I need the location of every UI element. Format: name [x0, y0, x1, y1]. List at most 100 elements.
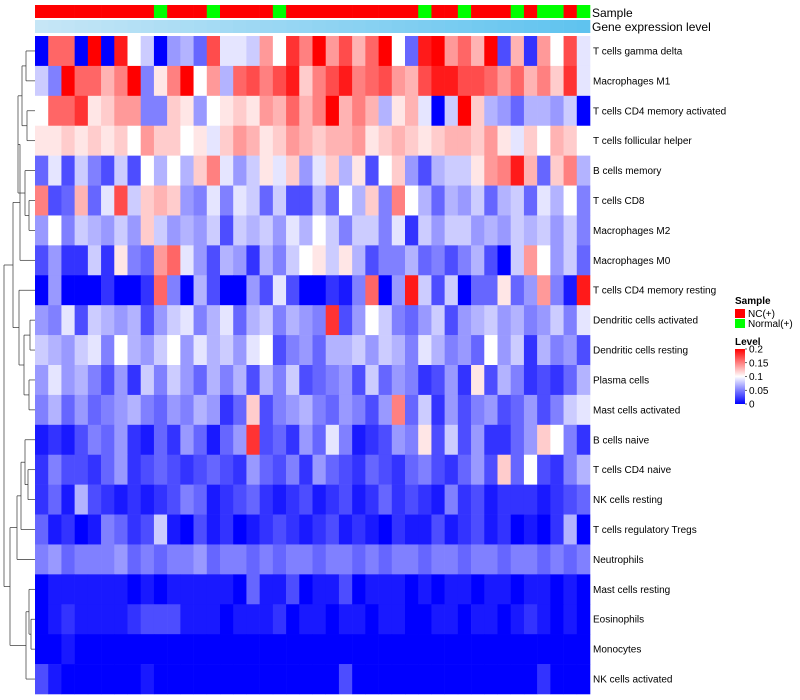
heatmap-cell [193, 305, 208, 336]
heatmap-cell [563, 215, 578, 246]
heatmap-cell [114, 215, 128, 246]
heatmap-cell [444, 394, 459, 426]
heatmap-cell [576, 95, 591, 127]
heatmap-cell [418, 305, 432, 336]
heatmap-cell [74, 574, 89, 605]
heatmap-cell [180, 125, 194, 156]
heatmap-cell [206, 604, 221, 635]
heatmap-cell [563, 36, 578, 67]
heatmap-cell [61, 394, 75, 426]
heatmap-cell [418, 95, 432, 127]
heatmap-cell [325, 275, 340, 306]
heatmap-cell [35, 245, 49, 276]
heatmap-cell [537, 454, 551, 485]
heatmap-cell [87, 335, 102, 366]
heatmap-cell [246, 335, 260, 366]
heatmap-cell [272, 95, 287, 127]
heatmap-cell [101, 544, 115, 575]
heatmap-cell [299, 424, 313, 456]
heatmap-cell [259, 454, 274, 485]
heatmap-cell [74, 424, 89, 456]
heatmap-cell [352, 484, 366, 515]
heatmap-cell [48, 454, 62, 485]
heatmap-cell [220, 484, 234, 515]
heatmap-cell [246, 125, 260, 156]
heatmap-cell [523, 65, 538, 97]
heatmap-cell [272, 484, 287, 515]
heatmap-cell [193, 65, 208, 97]
heatmap-cell [87, 185, 102, 216]
heatmap-cell [167, 394, 181, 426]
heatmap-cell [233, 335, 247, 366]
heatmap-cell [418, 664, 432, 695]
heatmap-cell [365, 365, 379, 396]
gene-expression-annotation-cell [325, 20, 340, 33]
heatmap-cell [286, 335, 300, 366]
heatmap-cell [299, 245, 313, 276]
heatmap-cell [378, 65, 393, 97]
heatmap-cell [365, 36, 379, 67]
heatmap-cell [576, 155, 591, 186]
heatmap-cell [167, 514, 181, 545]
heatmap-cell [35, 215, 49, 246]
heatmap-cell [35, 514, 49, 545]
legend-level-title: Level [735, 337, 761, 348]
heatmap-cell [510, 544, 525, 575]
heatmap-cell [457, 215, 472, 246]
row-label: Monocytes [593, 645, 641, 656]
heatmap-cell [352, 664, 366, 695]
heatmap-cell [325, 634, 340, 665]
heatmap-cell [74, 65, 89, 97]
heatmap-cell [233, 424, 247, 456]
heatmap-cell [537, 305, 551, 336]
heatmap-cell [457, 36, 472, 67]
heatmap-cell [61, 365, 75, 396]
heatmap-cell [206, 305, 221, 336]
heatmap-cell [87, 574, 102, 605]
heatmap-cell [378, 36, 393, 67]
gene-expression-annotation-cell [286, 20, 300, 33]
heatmap-cell [365, 454, 379, 485]
heatmap-cell [272, 634, 287, 665]
heatmap-cell [286, 634, 300, 665]
heatmap-cell [471, 394, 485, 426]
heatmap-cell [497, 125, 512, 156]
heatmap-cell [537, 245, 551, 276]
heatmap-cell [550, 454, 564, 485]
heatmap-cell [140, 245, 155, 276]
heatmap-cell [576, 245, 591, 276]
heatmap-cell [206, 95, 221, 127]
heatmap-cell [471, 155, 485, 186]
heatmap-cell [101, 365, 115, 396]
heatmap-cell [101, 394, 115, 426]
heatmap-cell [312, 36, 327, 67]
sample-annotation-cell [325, 5, 340, 18]
legend: Sample NC(+) Normal(+) Level 0.20.150.10… [735, 296, 793, 411]
heatmap-cell [325, 36, 340, 67]
sample-annotation-title: Sample [592, 6, 633, 20]
row-label: T cells CD4 memory activated [593, 106, 726, 117]
heatmap-cell [338, 574, 353, 605]
heatmap-cell [233, 664, 247, 695]
heatmap-cell [365, 185, 379, 216]
heatmap-cell [418, 36, 432, 67]
heatmap-cell [259, 215, 274, 246]
heatmap-cell [167, 335, 181, 366]
heatmap-cell [127, 544, 142, 575]
heatmap-cell [378, 514, 393, 545]
heatmap-cell [180, 65, 194, 97]
heatmap-cell [418, 604, 432, 635]
heatmap-cell [471, 664, 485, 695]
sample-annotation-cell [193, 5, 208, 18]
heatmap-cell [153, 424, 168, 456]
heatmap-cell [365, 574, 379, 605]
heatmap-cell [325, 664, 340, 695]
heatmap-cell [338, 36, 353, 67]
heatmap-cell [537, 484, 551, 515]
heatmap-cell [444, 95, 459, 127]
heatmap-cell [418, 335, 432, 366]
heatmap-cell [206, 245, 221, 276]
sample-annotation-cell [74, 5, 89, 18]
heatmap-cell [101, 305, 115, 336]
heatmap-cell [206, 155, 221, 186]
